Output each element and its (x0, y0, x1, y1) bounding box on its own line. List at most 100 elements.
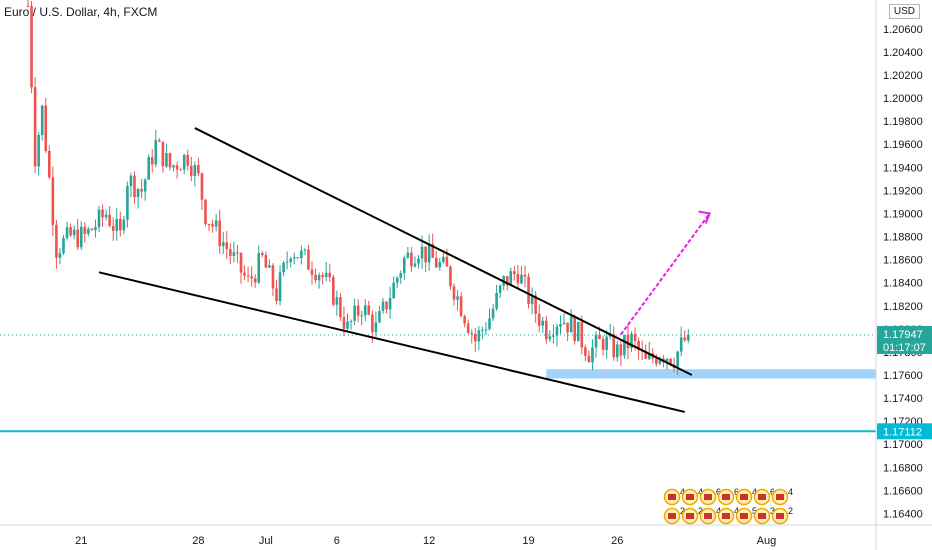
candle-body (72, 229, 76, 236)
candle-body (321, 275, 324, 278)
candle-body (182, 154, 186, 170)
candle-body (569, 316, 573, 333)
candle-body (268, 265, 271, 268)
last-price-tag (877, 325, 932, 354)
candle-body (676, 351, 679, 368)
candle-body (186, 154, 190, 166)
event-count: 5 (752, 506, 757, 516)
last-price-value: 1.17947 (883, 329, 923, 341)
price-tick-label: 1.18200 (883, 301, 923, 313)
candle-body (324, 272, 328, 278)
wedge-trendline (194, 127, 693, 376)
candle-body (292, 257, 296, 259)
candle-body (218, 220, 221, 247)
flag-stripe (704, 494, 712, 500)
currency-badge[interactable]: USD (888, 4, 920, 19)
time-axis[interactable]: 21 28 Jul 6 12 19 26 Aug (0, 524, 932, 547)
candle-body (637, 340, 640, 351)
candle-body (534, 295, 537, 314)
price-tick-label: 1.18800 (883, 232, 923, 244)
price-axis[interactable]: 1.164001.166001.168001.170001.172001.174… (875, 0, 932, 550)
time-tick-label: 28 (192, 535, 204, 547)
price-tick-label: 1.19200 (883, 185, 923, 197)
candle-body (232, 252, 236, 256)
candle-body (104, 214, 108, 218)
candle-body (562, 322, 566, 324)
candle-body (644, 351, 647, 359)
price-tick-label: 1.20600 (883, 24, 923, 36)
candle-body (498, 285, 502, 293)
candle-body (658, 358, 662, 364)
event-count: 2 (680, 506, 685, 516)
wedge-trendline (98, 271, 685, 413)
candle-body (314, 274, 317, 281)
candle-body (463, 316, 466, 324)
event-count: 2 (698, 506, 703, 516)
candle-body (147, 157, 150, 180)
candle-body (300, 250, 303, 259)
candle-body (140, 188, 143, 192)
candle-body (655, 358, 658, 364)
price-tick-label: 1.18400 (883, 278, 923, 290)
price-tick-label: 1.16600 (883, 485, 923, 497)
price-tick-label: 1.18600 (883, 255, 923, 267)
candle-body (516, 274, 520, 284)
candle-body (424, 246, 427, 263)
trendlines[interactable] (98, 127, 711, 413)
candle-body (69, 227, 72, 236)
candle-body (133, 175, 136, 198)
candle-body (353, 305, 356, 321)
candle-body (158, 140, 161, 142)
symbol-title: Euro / U.S. Dollar, 4h, FXCM (4, 5, 158, 19)
candle-body (523, 274, 527, 277)
candle-body (371, 314, 374, 333)
candle-body (623, 334, 626, 356)
candle-body (356, 305, 360, 316)
flag-stripe (704, 513, 712, 519)
candle-body (250, 276, 253, 279)
candle-body (616, 344, 619, 358)
candle-body (449, 266, 452, 287)
candle-body (200, 173, 204, 200)
candle-body (573, 316, 576, 342)
candle-body (576, 321, 580, 342)
candle-body (392, 282, 395, 299)
candle-body (154, 140, 158, 165)
candle-body (310, 269, 314, 275)
candle-body (335, 297, 339, 305)
candle-body (427, 244, 431, 263)
event-count: 4 (734, 506, 739, 516)
flag-stripe (758, 494, 766, 500)
candle-body (388, 298, 392, 310)
time-tick-label: 26 (611, 535, 623, 547)
candle-body (129, 175, 133, 187)
candle-body (339, 297, 342, 318)
candle-body (431, 244, 434, 258)
candle-body (495, 292, 498, 309)
candle-body (474, 333, 477, 342)
candle-body (257, 252, 261, 283)
event-count: 3 (770, 506, 775, 516)
candle-body (197, 165, 200, 174)
candle-body (161, 141, 165, 167)
candle-body (470, 332, 474, 334)
support-zone-rect (546, 369, 876, 379)
candle-body (594, 334, 598, 348)
time-tick-label: Jul (259, 535, 273, 547)
candle-body (605, 336, 608, 350)
event-count: 6 (770, 487, 775, 497)
time-tick-label: 6 (334, 535, 340, 547)
candle-body (278, 272, 282, 302)
candle-body (58, 253, 62, 258)
candle-body (509, 271, 513, 286)
flag-stripe (758, 513, 766, 519)
time-tick-label: 12 (423, 535, 435, 547)
candle-body (367, 305, 371, 315)
economic-events[interactable]: 4 4 6 6 4 6 4 2 2 4 4 5 3 2 (663, 487, 794, 525)
candle-body (452, 286, 456, 300)
candle-body (555, 326, 559, 336)
candle-body (598, 334, 601, 340)
price-tick-label: 1.20200 (883, 70, 923, 82)
candle-body (381, 301, 385, 311)
